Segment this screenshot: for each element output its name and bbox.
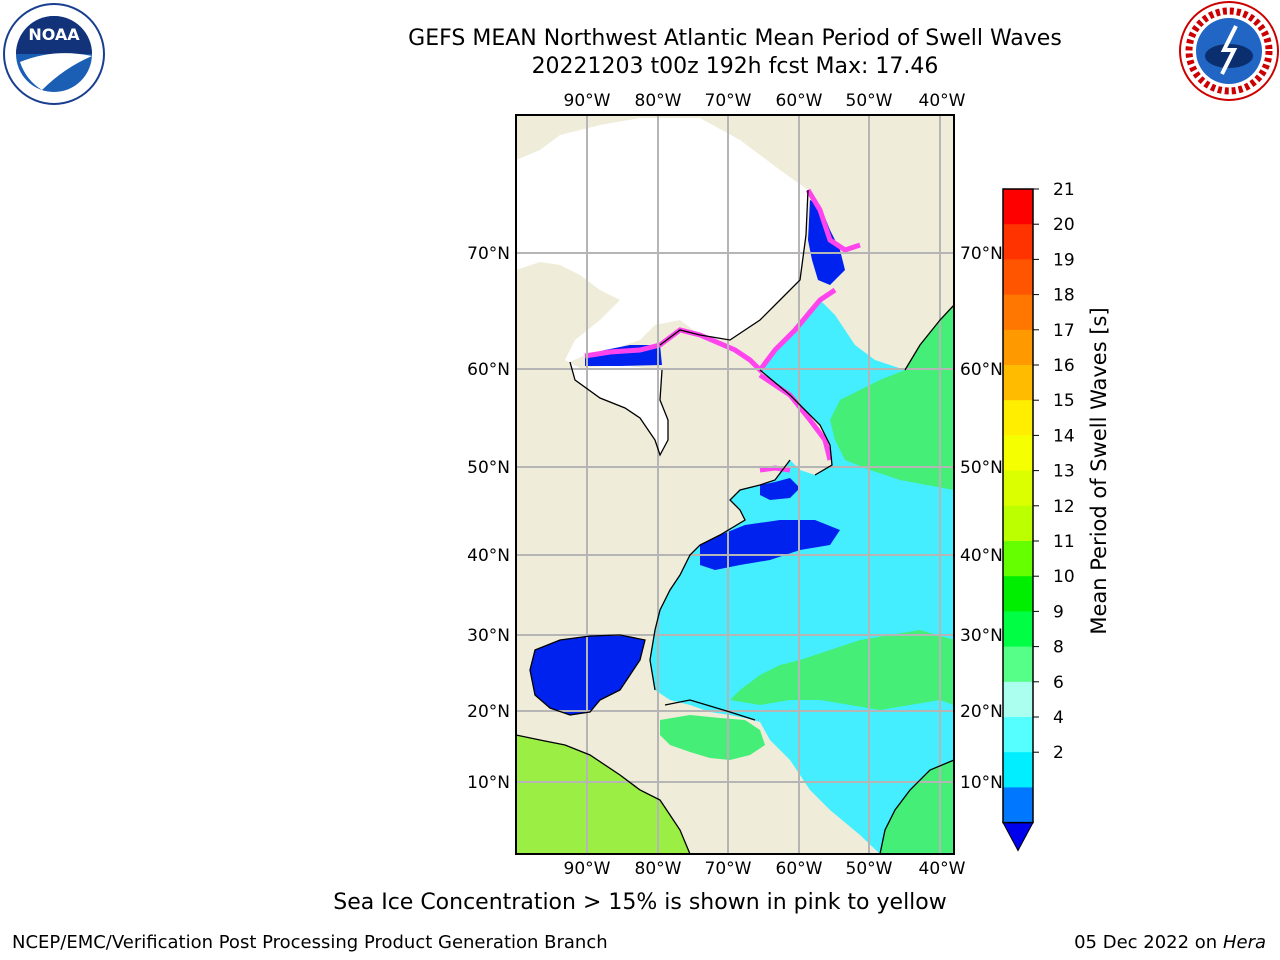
graticule xyxy=(516,115,954,854)
lon-labels-top: 90°W 80°W 70°W 60°W 50°W 40°W xyxy=(564,91,966,111)
colorbar-tick-label: 21 xyxy=(1053,180,1075,200)
colorbar-tick-label: 6 xyxy=(1053,673,1064,693)
colorbar-swatch xyxy=(1003,435,1033,472)
ocean-green-caribbean xyxy=(660,715,765,760)
lat-label: 10°N xyxy=(467,773,510,793)
colorbar-tick-label: 13 xyxy=(1053,462,1075,482)
colorbar-tick-label: 10 xyxy=(1053,567,1075,587)
lat-label: 40°N xyxy=(960,546,1003,566)
sea-ice-edge xyxy=(584,188,861,473)
colorbar-tick-label: 20 xyxy=(1053,215,1075,235)
lat-label: 50°N xyxy=(467,458,510,478)
arctic-white-region xyxy=(516,118,808,455)
lat-label: 40°N xyxy=(467,546,510,566)
colorbar-tick-label: 11 xyxy=(1053,532,1075,552)
lon-label: 60°W xyxy=(776,859,823,879)
labrador-coast-low xyxy=(808,200,845,285)
map-subtitle: 20221203 t00z 192h fcst Max: 17.46 xyxy=(531,54,939,79)
lat-label: 20°N xyxy=(467,702,510,722)
colorbar-swatch xyxy=(1003,294,1033,331)
colorbar-swatch xyxy=(1003,611,1033,648)
lon-label: 60°W xyxy=(776,91,823,111)
lon-label: 50°W xyxy=(846,91,893,111)
colorbar-swatch xyxy=(1003,365,1033,401)
lon-label: 80°W xyxy=(635,91,682,111)
lon-label: 40°W xyxy=(919,859,966,879)
colorbar-swatch xyxy=(1003,470,1033,507)
gulf-stlawrence-low xyxy=(760,478,800,500)
colorbar-tick-label: 16 xyxy=(1053,356,1075,376)
lon-labels-bottom: 90°W 80°W 70°W 60°W 50°W 40°W xyxy=(564,859,966,879)
ocean-green-north xyxy=(830,305,954,490)
colorbar-swatch xyxy=(1003,329,1033,366)
lon-label: 80°W xyxy=(635,859,682,879)
footer-credit: NCEP/EMC/Verification Post Processing Pr… xyxy=(12,932,608,953)
lat-label: 30°N xyxy=(960,626,1003,646)
lat-label: 70°N xyxy=(960,244,1003,264)
colorbar-tick-label: 17 xyxy=(1053,321,1075,341)
coastline xyxy=(516,189,954,854)
map-title: GEFS MEAN Northwest Atlantic Mean Period… xyxy=(408,26,1062,51)
colorbar-label: Mean Period of Swell Waves [s] xyxy=(1087,307,1111,634)
colorbar-swatch xyxy=(1003,646,1033,683)
lat-label: 50°N xyxy=(960,458,1003,478)
sea-ice-note: Sea Ice Concentration > 15% is shown in … xyxy=(333,890,947,915)
colorbar-swatch xyxy=(1003,787,1033,824)
colorbar-swatch xyxy=(1003,505,1033,542)
colorbar-tick-label: 12 xyxy=(1053,497,1075,517)
colorbar-tick-label: 2 xyxy=(1053,743,1064,763)
nws-logo-icon xyxy=(1179,1,1279,101)
colorbar-tick-label: 9 xyxy=(1053,602,1064,622)
lon-label: 70°W xyxy=(705,91,752,111)
colorbar-tick-label: 15 xyxy=(1053,391,1075,411)
footer-date-text: 05 Dec 2022 on xyxy=(1074,932,1218,953)
lat-label: 70°N xyxy=(467,244,510,264)
colorbar-swatch xyxy=(1003,259,1033,296)
colorbar-swatch xyxy=(1003,576,1033,612)
colorbar-swatch xyxy=(1003,681,1033,718)
lon-label: 40°W xyxy=(919,91,966,111)
map-frame xyxy=(515,114,955,855)
ocean-green-subtropic xyxy=(730,630,954,710)
colorbar-swatch xyxy=(1003,541,1033,577)
south-america-land xyxy=(516,735,690,854)
footer-machine: Hera xyxy=(1222,932,1266,953)
colorbar-tick-label: 8 xyxy=(1053,638,1064,658)
colorbar-swatch xyxy=(1003,752,1033,788)
colorbar-tick-label: 18 xyxy=(1053,286,1075,306)
colorbar-tick-label: 19 xyxy=(1053,250,1075,270)
lat-label: 10°N xyxy=(960,773,1003,793)
colorbar-swatch xyxy=(1003,717,1033,753)
lat-label: 60°N xyxy=(467,360,510,380)
footer-date: 05 Dec 2022 on Hera xyxy=(1074,932,1266,953)
map-frame-content xyxy=(516,115,954,854)
colorbar-extend-arrow xyxy=(1002,822,1034,852)
lat-label: 60°N xyxy=(960,360,1003,380)
lat-label: 20°N xyxy=(960,702,1003,722)
colorbar-tick-label: 14 xyxy=(1053,426,1075,446)
lat-labels-right: 70°N 60°N 50°N 40°N 30°N 20°N 10°N xyxy=(960,244,1003,793)
lat-labels-left: 70°N 60°N 50°N 40°N 30°N 20°N 10°N xyxy=(467,244,510,793)
lat-label: 30°N xyxy=(467,626,510,646)
svg-text:NOAA: NOAA xyxy=(28,25,80,44)
noaa-logo-icon: NOAA xyxy=(3,3,105,105)
lon-label: 70°W xyxy=(705,859,752,879)
atlantic-shelf-low xyxy=(700,520,840,570)
lon-label: 90°W xyxy=(564,859,611,879)
colorbar-swatch xyxy=(1003,224,1033,260)
colorbar-swatch xyxy=(1003,400,1033,436)
lon-label: 50°W xyxy=(846,859,893,879)
lon-label: 90°W xyxy=(564,91,611,111)
colorbar: 21 20 19 18 17 16 15 14 13 12 11 10 9 8 6 4 2 xyxy=(1002,180,1075,852)
ocean-green-southeast xyxy=(880,760,954,854)
colorbar-tick-label: 4 xyxy=(1053,708,1064,728)
colorbar-swatch xyxy=(1003,189,1033,225)
